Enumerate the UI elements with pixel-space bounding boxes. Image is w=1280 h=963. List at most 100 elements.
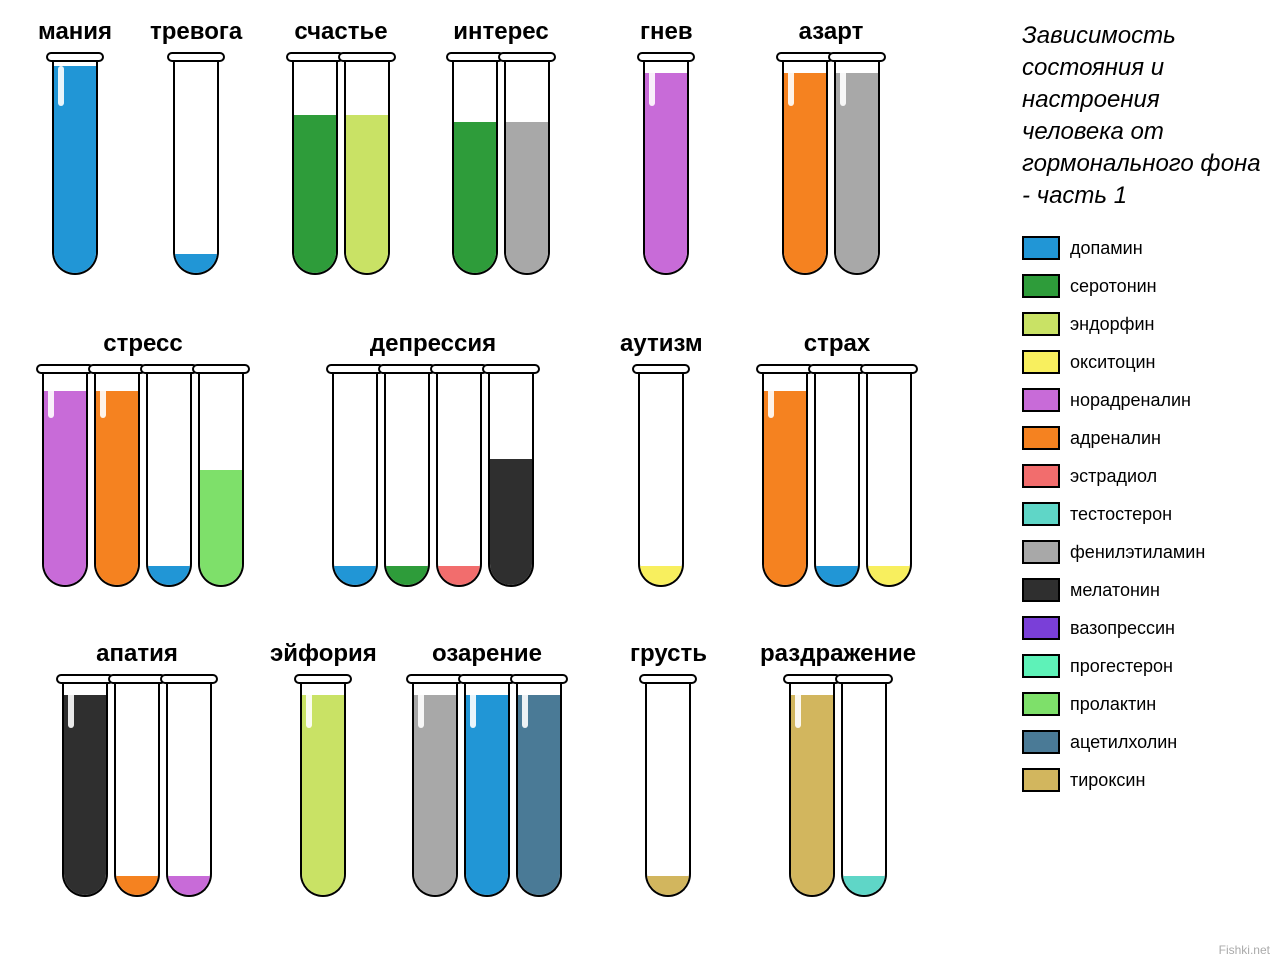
legend-label: ацетилхолин [1070,732,1177,753]
tube-gloss [172,688,178,728]
tube-lip [756,364,814,374]
sidebar: Зависимость состояния и настроения челов… [1022,20,1262,806]
tube-gloss [651,688,657,728]
legend-item-adrenaline: адреналин [1022,426,1262,450]
test-tube-estradiol [434,364,484,589]
test-tube-endorphin [342,52,392,277]
test-tube-phenylethylamine [832,52,882,277]
tube-fill [146,566,192,587]
test-tube-serotonin [450,52,500,277]
tube-gloss [442,378,448,418]
legend-swatch [1022,464,1060,488]
tube-gloss [100,378,106,418]
legend-label: мелатонин [1070,580,1160,601]
tube-fill [762,391,808,587]
legend-label: фенилэтиламин [1070,542,1205,563]
tubes-row [60,674,214,899]
tube-fill [841,876,887,897]
emotion-stress: стресс [40,330,246,589]
legend-label: адреналин [1070,428,1161,449]
legend-item-thyroxine: тироксин [1022,768,1262,792]
emotion-label: гнев [640,18,693,46]
tube-lip [446,52,504,62]
tube-lip [632,364,690,374]
tube-fill [436,566,482,587]
emotion-apathy: апатия [60,640,214,899]
test-tube-oxytocin [636,364,686,589]
emotion-sadness: грусть [630,640,707,899]
tube-gloss [204,378,210,418]
tube-lip [482,364,540,374]
emotion-label: эйфория [270,640,377,668]
tube-fill [866,566,912,587]
tube-gloss [179,66,185,106]
test-tube-dopamine [50,52,100,277]
tube-fill [42,391,88,587]
legend-item-melatonin: мелатонин [1022,578,1262,602]
legend-label: тироксин [1070,770,1145,791]
legend-label: прогестерон [1070,656,1173,677]
emotion-insight: озарение [410,640,564,899]
legend-label: допамин [1070,238,1143,259]
tube-lip [338,52,396,62]
tube-gloss [788,66,794,106]
tube-lip [828,52,886,62]
tubes-row [630,674,707,899]
tube-gloss [872,378,878,418]
test-tube-dopamine [171,52,221,277]
tubes-row [38,52,112,277]
legend-label: норадреналин [1070,390,1191,411]
tubes-row [450,52,552,277]
legend-label: окситоцин [1070,352,1156,373]
tube-lip [783,674,841,684]
tube-lip [294,674,352,684]
tubes-row [270,674,377,899]
emotion-happiness: счастье [290,18,392,277]
legend-item-endorphin: эндорфин [1022,312,1262,336]
tube-lip [56,674,114,684]
tubes-row [330,364,536,589]
emotion-label: счастье [290,18,392,46]
test-tube-phenylethylamine [502,52,552,277]
emotion-label: интерес [450,18,552,46]
test-tube-dopamine [812,364,862,589]
emotion-label: раздражение [760,640,916,668]
tube-lip [835,674,893,684]
tube-gloss [350,66,356,106]
tube-fill [638,566,684,587]
legend-swatch [1022,730,1060,754]
test-tube-adrenaline [760,364,810,589]
tube-lip [458,674,516,684]
tube-gloss [152,378,158,418]
test-tube-adrenaline [112,674,162,899]
tube-lip [326,364,384,374]
tube-gloss [68,688,74,728]
emotion-label: страх [760,330,914,358]
tube-gloss [840,66,846,106]
tube-fill [94,391,140,587]
test-tube-dopamine [462,674,512,899]
tube-gloss [644,378,650,418]
tube-lip [88,364,146,374]
tube-lip [498,52,556,62]
test-tube-thyroxine [643,674,693,899]
tube-lip [378,364,436,374]
legend-item-oxytocin: окситоцин [1022,350,1262,374]
tube-gloss [847,688,853,728]
tube-fill [645,876,691,897]
tube-lip [639,674,697,684]
legend-swatch [1022,312,1060,336]
legend-item-phenylethylamine: фенилэтиламин [1022,540,1262,564]
test-tube-acetylcholine [514,674,564,899]
legend-swatch [1022,502,1060,526]
emotion-fear: страх [760,330,914,589]
legend-item-noradrenaline: норадреналин [1022,388,1262,412]
legend: допаминсеротонинэндорфинокситоциннорадре… [1022,236,1262,792]
legend-item-progesterone: прогестерон [1022,654,1262,678]
legend-swatch [1022,578,1060,602]
legend-item-vasopressin: вазопрессин [1022,616,1262,640]
test-tube-dopamine [330,364,380,589]
tube-gloss [298,66,304,106]
emotion-label: апатия [60,640,214,668]
tube-gloss [510,66,516,106]
